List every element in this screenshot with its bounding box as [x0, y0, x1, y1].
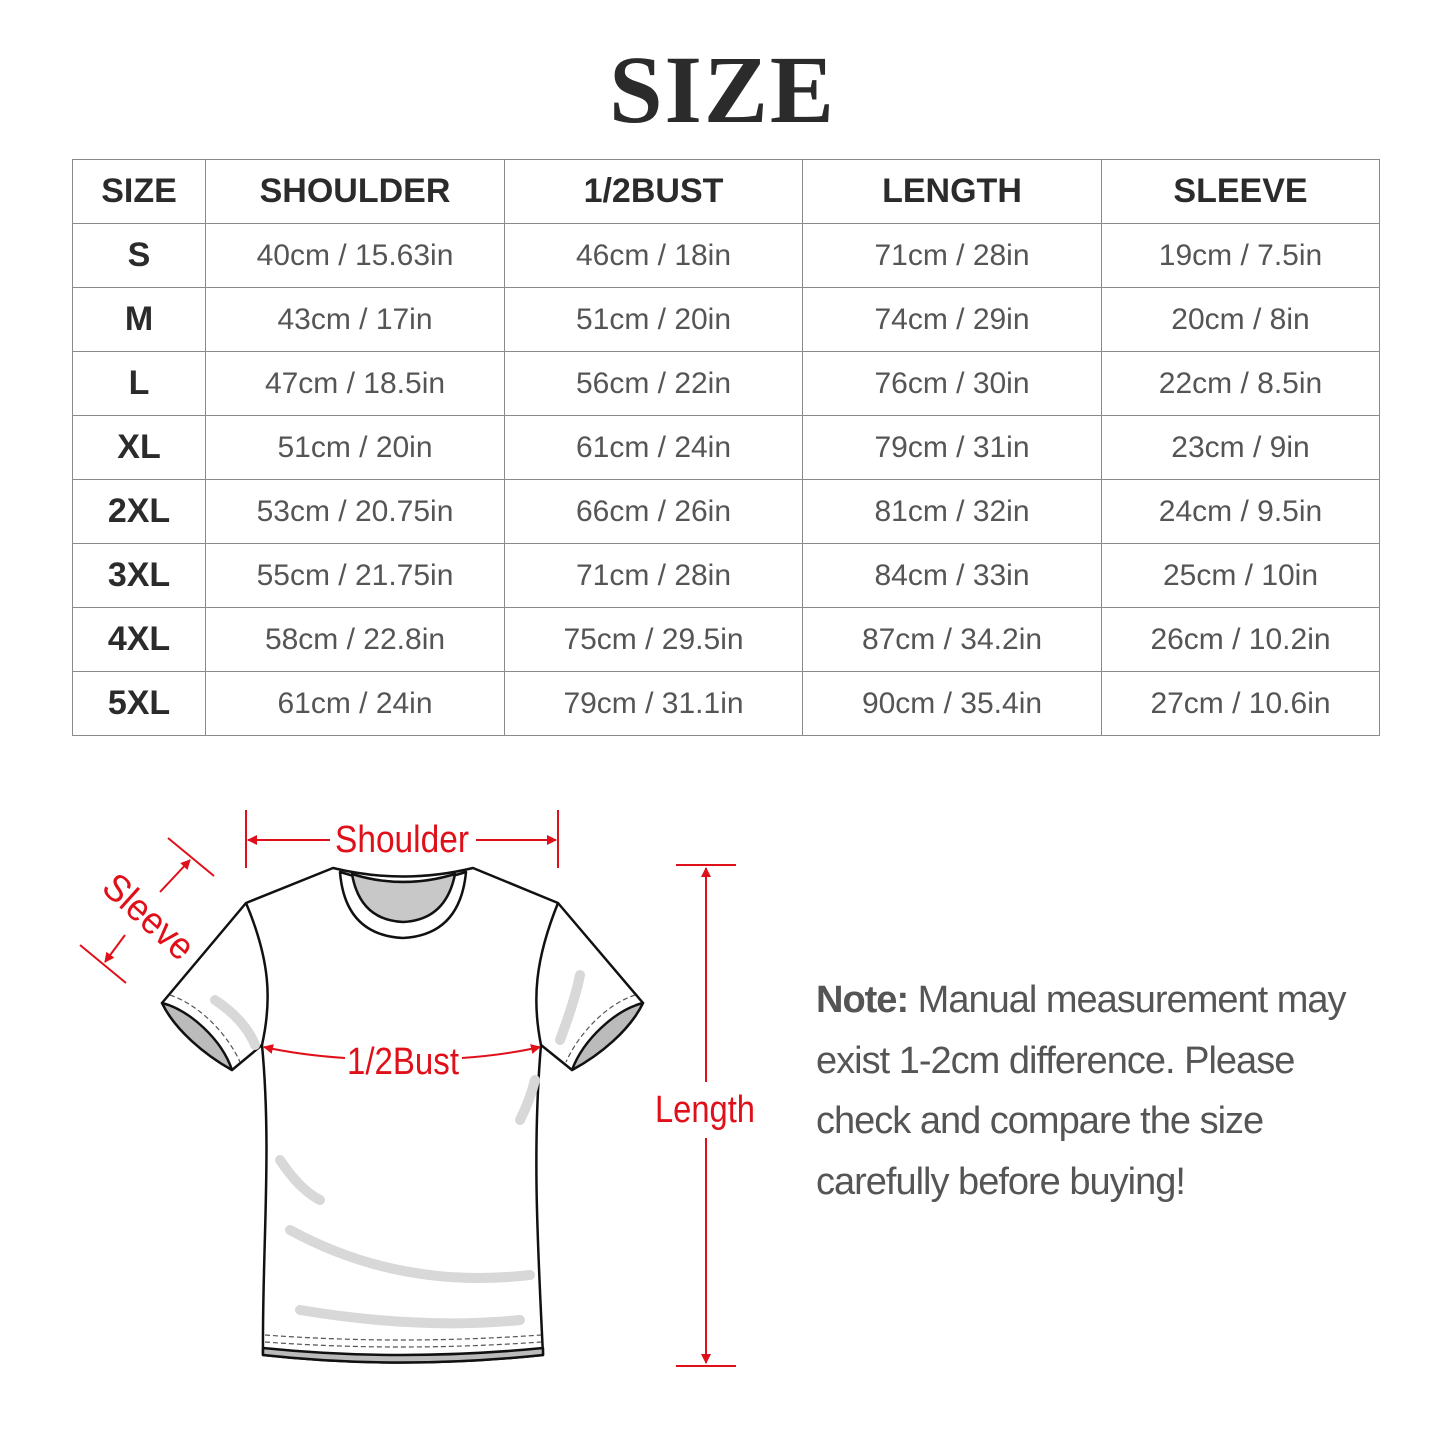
size-cell: 2XL [72, 479, 206, 544]
tshirt-icon [160, 866, 645, 1364]
measurement-cell: 19cm / 7.5in [1101, 223, 1380, 288]
size-cell: 4XL [72, 607, 206, 672]
measurement-cell: 24cm / 9.5in [1101, 479, 1380, 544]
column-header-size: SIZE [72, 159, 206, 224]
measurement-cell: 79cm / 31in [802, 415, 1102, 480]
measurement-cell: 79cm / 31.1in [504, 671, 803, 736]
size-table: SIZE SHOULDER 1/2BUST LENGTH SLEEVE S 40cm / … [72, 159, 1380, 736]
length-measure [676, 864, 736, 1367]
measurement-cell: 46cm / 18in [504, 223, 803, 288]
measurement-cell: 90cm / 35.4in [802, 671, 1102, 736]
shoulder-label: Shoulder [335, 819, 469, 861]
measurement-cell: 51cm / 20in [205, 415, 505, 480]
note-label: Note: [816, 979, 909, 1021]
table-row: L 47cm / 18.5in 56cm / 22in 76cm / 30in 22cm… [72, 351, 1380, 416]
measurement-cell: 25cm / 10in [1101, 543, 1380, 608]
measurement-cell: 23cm / 9in [1101, 415, 1380, 480]
table-row: XL 51cm / 20in 61cm / 24in 79cm / 31in 23cm … [72, 415, 1380, 480]
measurement-cell: 84cm / 33in [802, 543, 1102, 608]
table-row: 2XL 53cm / 20.75in 66cm / 26in 81cm / 32in 2… [72, 479, 1380, 544]
measurement-cell: 74cm / 29in [802, 287, 1102, 352]
measurement-cell: 75cm / 29.5in [504, 607, 803, 672]
page-title: SIZE [609, 36, 836, 143]
measurement-cell: 61cm / 24in [205, 671, 505, 736]
table-header-row: SIZE SHOULDER 1/2BUST LENGTH SLEEVE [72, 159, 1380, 224]
measurement-cell: 27cm / 10.6in [1101, 671, 1380, 736]
sleeve-measure [79, 837, 215, 984]
size-cell: 3XL [72, 543, 206, 608]
measurement-cell: 40cm / 15.63in [205, 223, 505, 288]
measurement-cell: 43cm / 17in [205, 287, 505, 352]
note-body: Manual measurement may exist 1-2cm diffe… [816, 979, 1347, 1203]
column-header-sleeve: SLEEVE [1101, 159, 1380, 224]
measurement-cell: 81cm / 32in [802, 479, 1102, 544]
size-cell: M [72, 287, 206, 352]
bust-measure [263, 1044, 541, 1059]
table-row: 5XL 61cm / 24in 79cm / 31.1in 90cm / 35.4in… [72, 671, 1380, 736]
measurement-cell: 53cm / 20.75in [205, 479, 505, 544]
size-cell: 5XL [72, 671, 206, 736]
size-cell: S [72, 223, 206, 288]
bust-label: 1/2Bust [347, 1041, 459, 1083]
column-header-1-2bust: 1/2BUST [504, 159, 803, 224]
size-cell: L [72, 351, 206, 416]
measurement-cell: 61cm / 24in [504, 415, 803, 480]
measurement-cell: 56cm / 22in [504, 351, 803, 416]
column-header-length: LENGTH [802, 159, 1102, 224]
length-label: Length [655, 1089, 755, 1131]
measurement-cell: 58cm / 22.8in [205, 607, 505, 672]
measurement-cell: 47cm / 18.5in [205, 351, 505, 416]
measurement-cell: 51cm / 20in [504, 287, 803, 352]
measurement-cell: 66cm / 26in [504, 479, 803, 544]
measurement-cell: 26cm / 10.2in [1101, 607, 1380, 672]
measurement-cell: 20cm / 8in [1101, 287, 1380, 352]
table-row: 3XL 55cm / 21.75in 71cm / 28in 84cm / 33in 2… [72, 543, 1380, 608]
note-text: Note: Manual measurement may exist 1-2cm… [816, 970, 1386, 1212]
shoulder-measure [245, 810, 559, 868]
table-row: S 40cm / 15.63in 46cm / 18in 71cm / 28in 19c… [72, 223, 1380, 288]
measurement-cell: 55cm / 21.75in [205, 543, 505, 608]
measurement-cell: 22cm / 8.5in [1101, 351, 1380, 416]
measurement-cell: 76cm / 30in [802, 351, 1102, 416]
table-row: M 43cm / 17in 51cm / 20in 74cm / 29in 20cm /… [72, 287, 1380, 352]
measurement-cell: 71cm / 28in [504, 543, 803, 608]
